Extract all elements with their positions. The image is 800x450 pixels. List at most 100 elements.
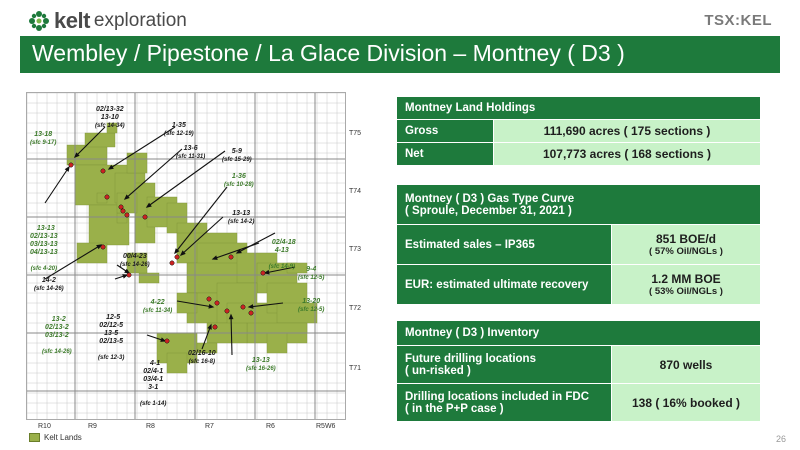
logo-brand: kelt xyxy=(54,8,90,33)
township-label: T72 xyxy=(349,305,362,312)
well-label-sub: (sfc 14-9) xyxy=(268,264,295,270)
well-marker xyxy=(164,338,170,344)
label-arrow xyxy=(201,324,212,350)
arrow-head xyxy=(247,304,254,309)
future-locations-line1: Future drilling locations xyxy=(405,352,536,365)
township-label: T75 xyxy=(349,130,362,137)
fdc-locations-label: Drilling locations included in FDC ( in … xyxy=(396,383,612,422)
label-arrow xyxy=(108,126,176,170)
well-marker xyxy=(142,214,148,220)
label-arrow xyxy=(124,148,183,200)
arrow-head xyxy=(124,268,131,274)
kelt-land-parcel xyxy=(126,252,148,274)
arrow-head xyxy=(174,248,180,255)
kelt-land-parcel xyxy=(106,122,118,134)
well-label: 5-9 (sfc 15-29) xyxy=(222,148,252,164)
kelt-land-parcel xyxy=(286,262,308,274)
well-marker xyxy=(118,204,124,210)
type-curve-title-line2: ( Sproule, December 31, 2021 ) xyxy=(405,204,572,217)
eur-label: EUR: estimated ultimate recovery xyxy=(396,264,612,305)
well-label-sub: (sfc 12-19) xyxy=(164,131,194,137)
well-marker xyxy=(126,272,132,278)
well-label-name: 13-13 xyxy=(232,210,251,217)
gross-label: Gross xyxy=(396,119,494,143)
well-label: 14-2 (sfc 14-26) xyxy=(34,277,64,293)
well-label-name: 13-10 xyxy=(100,114,119,121)
well-label: 02/16-10 (sfc 16-8) xyxy=(188,350,216,366)
exchange-ticker: TSX:KEL xyxy=(704,12,772,29)
type-curve-title: Montney ( D3 ) Gas Type Curve ( Sproule,… xyxy=(396,184,761,225)
well-marker xyxy=(248,310,254,316)
label-arrow xyxy=(264,266,296,274)
kelt-land-parcel xyxy=(196,342,218,354)
arrow-head xyxy=(179,250,186,256)
map-legend: Kelt Lands xyxy=(29,433,82,442)
legend-swatch xyxy=(29,433,40,442)
range-label: R9 xyxy=(88,423,97,430)
well-label: 1-35 (sfc 12-19) xyxy=(164,122,194,138)
well-marker xyxy=(206,296,212,302)
arrow-head xyxy=(123,194,130,200)
well-label-name: 00/4-23 xyxy=(122,253,147,260)
well-label-name: 4-22 xyxy=(150,299,165,306)
eur-value: 1.2 MM BOE ( 53% Oil/NGLs ) xyxy=(611,264,761,305)
range-label: R7 xyxy=(205,423,214,430)
fdc-locations-line1: Drilling locations included in FDC xyxy=(405,390,590,403)
well-label: 13-13 (sfc 16-26) xyxy=(246,357,276,373)
land-holdings-title: Montney Land Holdings xyxy=(396,96,761,120)
well-label-sub: (sfc 12-5) xyxy=(298,275,325,281)
arrow-head xyxy=(74,152,80,158)
well-label-sub: (sfc 14-26) xyxy=(42,349,72,355)
well-label: 13-2 02/13-2 03/13-2 (sfc 14-26) xyxy=(42,308,72,364)
arrow-head xyxy=(145,202,152,208)
well-label-sub: (sfc 12-3) xyxy=(98,355,125,361)
arrow-head xyxy=(228,313,234,320)
well-label-name: 02/13-32 xyxy=(96,106,124,113)
well-marker xyxy=(212,324,218,330)
range-label: R8 xyxy=(146,423,155,430)
well-label: 02/4-18 4-13 (sfc 14-9) xyxy=(268,231,296,279)
well-label: 00/4-23 (sfc 14-26) xyxy=(120,253,150,269)
ip365-label: Estimated sales – IP365 xyxy=(396,224,612,265)
well-marker xyxy=(174,254,180,260)
label-arrow xyxy=(236,232,276,254)
eur-main: 1.2 MM BOE xyxy=(651,272,721,286)
range-label: R10 xyxy=(38,423,51,430)
arrow-head xyxy=(107,164,114,170)
kelt-land-parcel xyxy=(166,352,188,374)
well-label-sub: (sfc 12-5) xyxy=(298,307,325,313)
map-canvas xyxy=(27,93,345,419)
inventory-table: Montney ( D3 ) Inventory Future drilling… xyxy=(396,320,761,422)
well-label-sub: (sfc 14-26) xyxy=(120,262,150,268)
land-holdings-table: Montney Land Holdings Gross 111,690 acre… xyxy=(396,96,761,166)
label-arrow xyxy=(44,166,70,204)
well-label-name: 13-13 xyxy=(251,357,270,364)
page-title: Wembley / Pipestone / La Glace Division … xyxy=(32,40,625,66)
label-arrow xyxy=(174,186,228,254)
well-label-sub: (sfc 10-28) xyxy=(224,182,254,188)
well-label: 13-13 (sfc 14-2) xyxy=(228,210,254,226)
arrow-head xyxy=(208,303,215,309)
well-label-sub: (sfc 14-2) xyxy=(228,219,255,225)
well-label-name: 1-35 xyxy=(171,122,186,129)
kelt-land-parcel xyxy=(138,272,160,284)
net-value: 107,773 acres ( 168 sections ) xyxy=(493,142,761,166)
well-label-sub: (sfc 14-34) xyxy=(95,123,125,129)
well-label-sub: (sfc 9-17) xyxy=(30,140,57,146)
well-label: 13-6 (sfc 11-31) xyxy=(176,145,205,161)
well-marker xyxy=(100,244,106,250)
type-curve-table: Montney ( D3 ) Gas Type Curve ( Sproule,… xyxy=(396,184,761,305)
ip365-sub: ( 57% Oil/NGLs ) xyxy=(649,246,723,257)
well-marker xyxy=(260,270,266,276)
inventory-title: Montney ( D3 ) Inventory xyxy=(396,320,761,346)
logo-subtitle: exploration xyxy=(93,10,187,31)
township-label: T71 xyxy=(349,365,362,372)
well-label: 4-22 (sfc 11-34) xyxy=(143,299,172,315)
future-locations-value: 870 wells xyxy=(611,345,761,384)
well-marker xyxy=(240,304,246,310)
label-arrow xyxy=(44,244,102,280)
well-marker xyxy=(100,168,106,174)
arrow-head xyxy=(263,269,270,275)
page-number: 26 xyxy=(775,434,786,444)
fdc-locations-value: 138 ( 16% booked ) xyxy=(611,383,761,422)
